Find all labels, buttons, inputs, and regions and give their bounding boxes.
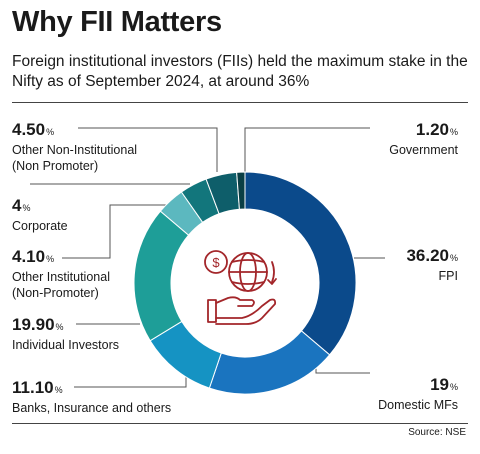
- slice-domestic-mfs: [208, 330, 331, 395]
- name-other-institutional: Other Institutional: [12, 270, 110, 284]
- unit-government: %: [449, 127, 458, 137]
- value-other-non-institutional: 4.50: [12, 120, 46, 139]
- value-fpi: 36.20: [406, 246, 449, 265]
- label-banks: 11.10% Banks, Insurance and others: [12, 378, 171, 416]
- leader-government: [244, 127, 370, 172]
- unit-domestic-mfs: %: [449, 382, 458, 392]
- name-individual: Individual Investors: [12, 338, 120, 352]
- leader-other-non-institutional: [78, 127, 218, 172]
- source-note: Source: NSE: [408, 427, 466, 438]
- unit-corporate: %: [22, 203, 31, 213]
- slice-fpi: [244, 171, 357, 356]
- dollar-globe-hand-icon: $: [204, 250, 277, 325]
- name-corporate: Corporate: [12, 219, 68, 233]
- svg-text:$: $: [212, 255, 220, 270]
- name-fpi: FPI: [438, 269, 458, 283]
- divider-top: [12, 102, 468, 103]
- page-title: Why FII Matters: [12, 6, 222, 38]
- subtitle: Foreign institutional investors (FIIs) h…: [12, 53, 468, 90]
- value-domestic-mfs: 19: [430, 375, 449, 394]
- name-other-non-institutional: Other Non-Institutional: [12, 143, 138, 157]
- label-corporate: 4% Corporate: [12, 196, 68, 234]
- slice-government: [236, 171, 246, 210]
- unit-individual: %: [55, 322, 64, 332]
- slice-individual-investors: [133, 210, 190, 342]
- value-banks: 11.10: [12, 378, 54, 397]
- label-other-non-institutional: 4.50% Other Non-Institutional (Non Promo…: [12, 120, 137, 174]
- name2-other-institutional: (Non-Promoter): [12, 286, 99, 300]
- label-government: 1.20% Government: [389, 120, 458, 158]
- leader-lines: [30, 127, 385, 388]
- name-banks: Banks, Insurance and others: [12, 401, 172, 415]
- label-other-institutional: 4.10% Other Institutional (Non-Promoter): [12, 247, 110, 301]
- unit-banks: %: [54, 385, 63, 395]
- label-fpi: 36.20% FPI: [406, 246, 458, 284]
- unit-other-institutional: %: [46, 254, 55, 264]
- value-individual: 19.90: [12, 315, 55, 334]
- divider-bottom: [12, 423, 468, 424]
- value-government: 1.20: [415, 120, 449, 139]
- name-government: Government: [389, 143, 458, 157]
- label-individual: 19.90% Individual Investors: [12, 315, 119, 353]
- name2-other-non-institutional: (Non Promoter): [12, 159, 99, 173]
- value-other-institutional: 4.10: [12, 247, 46, 266]
- label-domestic-mfs: 19% Domestic MFs: [378, 375, 458, 413]
- name-domestic-mfs: Domestic MFs: [378, 398, 458, 412]
- leader-other-institutional: [62, 204, 168, 259]
- unit-fpi: %: [449, 253, 458, 263]
- donut-slices: [133, 171, 357, 395]
- unit-other-non-institutional: %: [46, 127, 55, 137]
- value-corporate: 4: [12, 196, 22, 215]
